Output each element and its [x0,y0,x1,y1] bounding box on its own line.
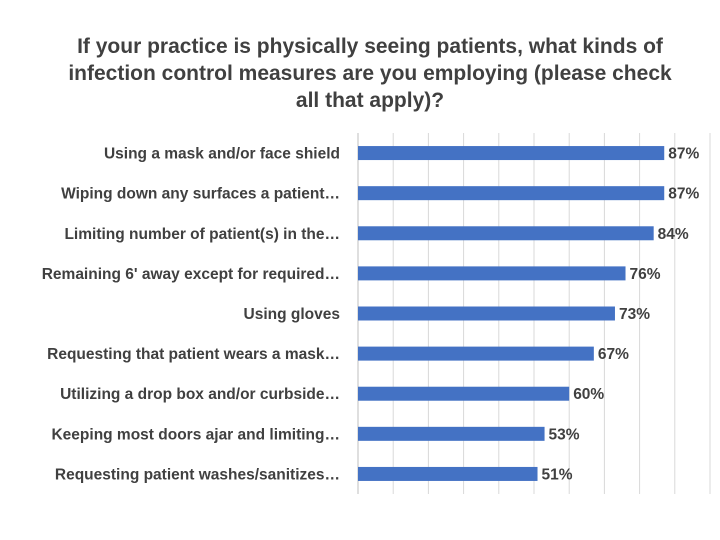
chart-title: If your practice is physically seeing pa… [68,35,672,112]
bar [358,466,538,481]
data-label: 87% [668,146,699,163]
data-label: 53% [549,426,580,443]
bar [358,426,545,441]
category-labels: Using a mask and/or face shield Wiping do… [42,146,340,484]
bar [358,306,615,321]
bars [358,146,665,481]
bar [358,266,626,281]
data-label: 73% [619,306,650,323]
category-label: Requesting that patient wears a mask… [47,346,340,363]
category-label: Limiting number of patient(s) in the… [64,226,340,243]
data-label: 84% [658,226,689,243]
category-label: Using gloves [244,306,340,323]
category-label: Keeping most doors ajar and limiting… [51,426,340,443]
data-labels: 87% 87% 84% 76% 73% 67% 60% 53% 51% [542,146,700,484]
bar [358,186,665,201]
data-label: 76% [630,266,661,283]
category-label: Wiping down any surfaces a patient… [61,186,340,203]
bar [358,226,654,241]
data-label: 67% [598,346,629,363]
bar [358,346,594,361]
category-label: Using a mask and/or face shield [104,146,340,163]
category-label: Utilizing a drop box and/or curbside… [60,386,340,403]
category-label: Requesting patient washes/sanitizes… [55,466,340,483]
category-label: Remaining 6' away except for required… [42,266,340,283]
bar [358,146,665,161]
data-label: 87% [668,186,699,203]
data-label: 51% [542,466,573,483]
bar [358,386,570,401]
data-label: 60% [573,386,604,403]
